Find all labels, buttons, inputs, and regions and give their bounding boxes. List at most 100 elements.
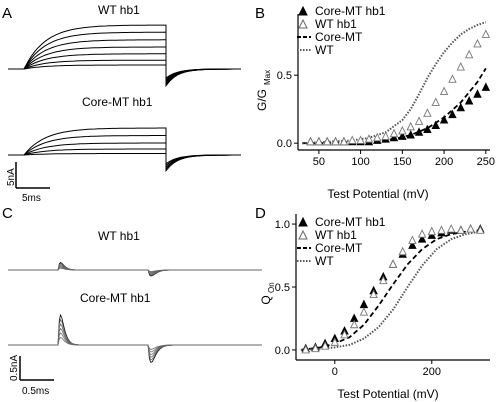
- chart-b-y-label: G/G Max: [255, 70, 272, 111]
- point-wt-hb1: [349, 319, 359, 329]
- point-wt-hb1: [456, 62, 466, 71]
- point-wt-hb1: [473, 38, 482, 48]
- y-tick-label: 1.0: [275, 219, 290, 231]
- point-wt-hb1: [414, 116, 424, 125]
- point-wt-hb1: [369, 289, 378, 299]
- point-wt-hb1: [481, 29, 491, 38]
- gating-trace: [8, 323, 262, 358]
- legend-label-wt-hb1: WT hb1: [315, 228, 357, 242]
- point-wt-hb1: [356, 135, 365, 144]
- legend-marker-core-mt-hb1: [298, 5, 308, 16]
- point-wt-hb1: [437, 225, 446, 234]
- gating-traces-wt-hb1: [8, 262, 262, 277]
- chart-d-points: [301, 224, 485, 354]
- current-trace: [8, 127, 241, 173]
- legend-label-core-mt-hb1: Core-MT hb1: [315, 4, 386, 18]
- current-traces-core-mt-hb1: [8, 127, 241, 173]
- current-trace: [8, 39, 241, 85]
- legend-label-wt: WT: [315, 43, 334, 57]
- point-core-mt-hb1: [431, 120, 440, 129]
- x-tick-label: 100: [351, 156, 369, 168]
- x-tick-label: 250: [477, 156, 495, 168]
- gating-trace: [8, 327, 262, 355]
- legend-label-core-mt: Core-MT: [315, 241, 363, 255]
- legend-label-wt-hb1: WT hb1: [315, 17, 357, 31]
- point-wt-hb1: [311, 343, 320, 353]
- chart-d-charge: 0 200 0.0 0.5 1.0 Test Potential (mV) Q On C…: [259, 214, 490, 401]
- point-core-mt-hb1: [473, 89, 482, 98]
- y-tick-label: 0.0: [277, 138, 292, 150]
- point-wt-hb1: [340, 329, 349, 339]
- point-core-mt-hb1: [439, 115, 449, 124]
- gating-trace: [8, 332, 262, 353]
- point-wt-hb1: [398, 246, 407, 256]
- gating-trace: [8, 263, 262, 276]
- y-tick-label: 0.0: [275, 345, 290, 357]
- point-wt-hb1: [446, 224, 456, 233]
- legend-label-core-mt: Core-MT: [315, 30, 363, 44]
- scale-bar-c-y-label: 0.5nA: [9, 355, 20, 381]
- panel-c-gating-traces: WT hb1 Core-MT hb1 0.5nA 0.5ms: [8, 229, 262, 397]
- point-wt-hb1: [339, 136, 349, 146]
- panel-letter-a: A: [2, 5, 12, 22]
- point-core-mt-hb1: [359, 299, 369, 309]
- point-wt-hb1: [322, 136, 332, 146]
- chart-d-y-label-main: Q: [259, 295, 273, 304]
- point-wt-hb1: [364, 134, 374, 143]
- chart-d-x-label: Test Potential (mV): [337, 387, 438, 401]
- point-core-mt-hb1: [414, 127, 424, 136]
- point-wt-hb1: [331, 136, 340, 146]
- curve-wt: [300, 230, 481, 351]
- trace-label-core-mt-hb1-c: Core-MT hb1: [80, 291, 151, 305]
- chart-b-conductance: 50 100 150 200 250 0.0 0.5 Test Potential (mV)…: [255, 4, 495, 201]
- point-core-mt-hb1: [481, 82, 491, 91]
- x-tick-label: 150: [393, 156, 411, 168]
- point-wt-hb1: [301, 344, 310, 354]
- chart-b-y-label-sub: Max: [263, 70, 272, 85]
- scale-bar-c: 0.5nA 0.5ms: [9, 355, 54, 397]
- legend-label-core-mt-hb1: Core-MT hb1: [315, 215, 386, 229]
- x-tick-label: 50: [313, 156, 325, 168]
- y-tick-label: 0.5: [275, 282, 290, 294]
- point-wt-hb1: [464, 49, 474, 59]
- current-trace: [8, 64, 241, 79]
- point-wt-hb1: [456, 225, 466, 234]
- point-wt-hb1: [373, 132, 382, 142]
- panel-letter-c: C: [2, 205, 13, 222]
- chart-b-x-label: Test Potential (mV): [327, 187, 428, 201]
- point-wt-hb1: [359, 307, 369, 316]
- gating-trace: [8, 265, 262, 274]
- trace-label-core-mt-hb1: Core-MT hb1: [82, 95, 153, 109]
- panel-a-current-traces: WT hb1 Core-MT hb1 5nA 5ms: [6, 3, 241, 204]
- point-wt-hb1: [427, 226, 437, 236]
- point-core-mt-hb1: [464, 96, 474, 105]
- chart-d-y-label: Q On: [259, 282, 276, 304]
- legend-marker-wt-hb1: [298, 229, 308, 240]
- point-core-mt-hb1: [406, 130, 415, 139]
- point-wt-hb1: [417, 229, 427, 238]
- chart-b-points: [306, 29, 491, 146]
- point-wt-hb1: [388, 259, 398, 268]
- x-tick-label: 0: [332, 366, 338, 378]
- trace-label-wt-hb1: WT hb1: [98, 3, 140, 17]
- current-trace: [8, 135, 241, 171]
- point-wt-hb1: [406, 121, 415, 131]
- chart-b-y-label-main: G/G: [255, 89, 269, 111]
- y-tick-label: 0.5: [277, 70, 292, 82]
- gating-trace: [8, 264, 262, 275]
- point-core-mt-hb1: [448, 109, 457, 119]
- point-wt-hb1: [314, 136, 324, 146]
- gating-trace: [8, 262, 262, 277]
- gating-trace: [8, 267, 262, 272]
- current-trace: [8, 148, 241, 167]
- x-tick-label: 200: [423, 366, 441, 378]
- point-wt-hb1: [476, 225, 485, 234]
- point-core-mt-hb1: [417, 234, 427, 243]
- point-wt-hb1: [448, 74, 457, 83]
- point-wt-hb1: [408, 235, 417, 244]
- curve-wt: [302, 21, 487, 145]
- point-wt-hb1: [381, 131, 390, 140]
- point-wt-hb1: [423, 108, 432, 117]
